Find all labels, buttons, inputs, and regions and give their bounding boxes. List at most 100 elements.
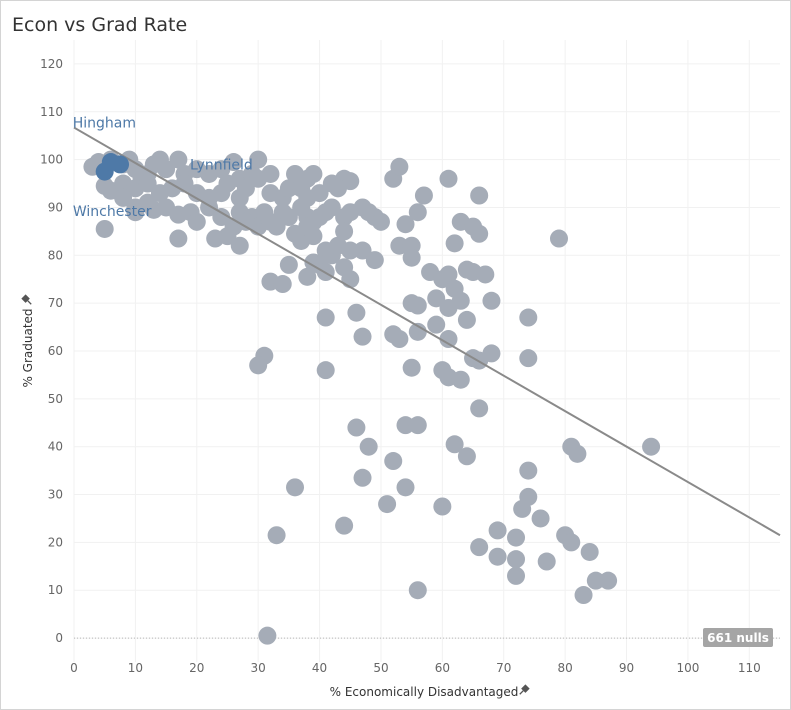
data-point[interactable] bbox=[470, 399, 489, 418]
data-point[interactable] bbox=[580, 542, 599, 561]
data-point[interactable] bbox=[218, 174, 237, 193]
data-point[interactable] bbox=[408, 416, 427, 435]
data-point[interactable] bbox=[488, 521, 507, 540]
data-point[interactable] bbox=[507, 528, 526, 547]
data-point[interactable] bbox=[482, 344, 501, 363]
data-point[interactable] bbox=[513, 499, 532, 518]
data-point[interactable] bbox=[439, 169, 458, 188]
data-point[interactable] bbox=[169, 229, 188, 248]
data-point[interactable] bbox=[408, 296, 427, 315]
data-point[interactable] bbox=[396, 215, 415, 234]
data-point[interactable] bbox=[304, 164, 323, 183]
data-point[interactable] bbox=[642, 437, 661, 456]
data-point[interactable] bbox=[230, 236, 249, 255]
data-point[interactable] bbox=[451, 291, 470, 310]
data-point[interactable] bbox=[451, 370, 470, 389]
trend-line[interactable] bbox=[73, 126, 781, 537]
data-point[interactable] bbox=[249, 356, 268, 375]
data-point[interactable] bbox=[439, 265, 458, 284]
data-point[interactable] bbox=[286, 478, 305, 497]
data-point[interactable] bbox=[574, 586, 593, 605]
data-point[interactable] bbox=[390, 330, 409, 349]
data-point[interactable] bbox=[365, 251, 384, 270]
data-point[interactable] bbox=[531, 509, 550, 528]
data-point[interactable] bbox=[236, 212, 255, 231]
data-point[interactable] bbox=[347, 418, 366, 437]
data-point[interactable] bbox=[507, 566, 526, 585]
highlighted-points[interactable] bbox=[95, 153, 130, 181]
data-point[interactable] bbox=[218, 227, 237, 246]
data-point[interactable] bbox=[114, 188, 133, 207]
data-point[interactable] bbox=[433, 497, 452, 516]
data-point[interactable] bbox=[279, 208, 298, 227]
data-point[interactable] bbox=[402, 248, 421, 267]
data-point[interactable] bbox=[316, 308, 335, 327]
data-point[interactable] bbox=[402, 358, 421, 377]
data-point[interactable] bbox=[328, 179, 347, 198]
data-point[interactable] bbox=[341, 270, 360, 289]
data-point[interactable] bbox=[408, 581, 427, 600]
data-point[interactable] bbox=[507, 550, 526, 569]
data-point[interactable] bbox=[267, 217, 286, 236]
data-point[interactable] bbox=[353, 468, 372, 487]
data-point[interactable] bbox=[457, 310, 476, 329]
data-point[interactable] bbox=[138, 174, 157, 193]
data-point[interactable] bbox=[353, 241, 372, 260]
data-point[interactable] bbox=[304, 227, 323, 246]
nulls-indicator[interactable]: 661 nulls bbox=[703, 628, 773, 647]
data-point[interactable] bbox=[537, 552, 556, 571]
data-point[interactable] bbox=[568, 444, 587, 463]
data-point[interactable] bbox=[396, 478, 415, 497]
data-point[interactable] bbox=[157, 160, 176, 179]
data-point[interactable] bbox=[445, 234, 464, 253]
data-point[interactable] bbox=[384, 452, 403, 471]
data-point[interactable] bbox=[298, 267, 317, 286]
data-point[interactable] bbox=[95, 219, 114, 238]
data-point[interactable] bbox=[439, 330, 458, 349]
data-point[interactable] bbox=[457, 447, 476, 466]
data-point[interactable] bbox=[310, 184, 329, 203]
data-point[interactable] bbox=[359, 437, 378, 456]
data-point[interactable] bbox=[126, 203, 145, 222]
data-point[interactable] bbox=[316, 361, 335, 380]
data-point[interactable] bbox=[599, 571, 618, 590]
data-point[interactable] bbox=[258, 626, 277, 645]
data-point[interactable] bbox=[249, 150, 268, 169]
data-point[interactable] bbox=[310, 208, 329, 227]
data-point[interactable] bbox=[519, 461, 538, 480]
data-point[interactable] bbox=[353, 327, 372, 346]
data-point[interactable] bbox=[335, 222, 354, 241]
y-axis-pin-icon[interactable] bbox=[21, 294, 33, 306]
data-point[interactable] bbox=[169, 150, 188, 169]
data-point[interactable] bbox=[273, 275, 292, 294]
data-point[interactable] bbox=[224, 153, 243, 172]
data-point[interactable] bbox=[371, 212, 390, 231]
highlighted-point[interactable] bbox=[101, 153, 120, 172]
data-point[interactable] bbox=[427, 315, 446, 334]
data-point[interactable] bbox=[187, 212, 206, 231]
data-point[interactable] bbox=[549, 229, 568, 248]
data-point[interactable] bbox=[427, 289, 446, 308]
data-point[interactable] bbox=[267, 526, 286, 545]
data-point[interactable] bbox=[236, 179, 255, 198]
data-point[interactable] bbox=[335, 516, 354, 535]
data-point[interactable] bbox=[445, 435, 464, 454]
data-point[interactable] bbox=[408, 322, 427, 341]
data-point[interactable] bbox=[470, 224, 489, 243]
data-point[interactable] bbox=[476, 265, 495, 284]
data-point[interactable] bbox=[482, 291, 501, 310]
data-point[interactable] bbox=[390, 157, 409, 176]
data-point[interactable] bbox=[212, 208, 231, 227]
data-point[interactable] bbox=[408, 203, 427, 222]
data-point[interactable] bbox=[378, 495, 397, 514]
data-point[interactable] bbox=[322, 198, 341, 217]
data-point[interactable] bbox=[562, 533, 581, 552]
data-point[interactable] bbox=[470, 538, 489, 557]
data-point[interactable] bbox=[279, 255, 298, 274]
data-point[interactable] bbox=[519, 308, 538, 327]
data-points[interactable] bbox=[83, 150, 661, 645]
data-point[interactable] bbox=[488, 547, 507, 566]
data-point[interactable] bbox=[249, 169, 268, 188]
data-point[interactable] bbox=[347, 303, 366, 322]
